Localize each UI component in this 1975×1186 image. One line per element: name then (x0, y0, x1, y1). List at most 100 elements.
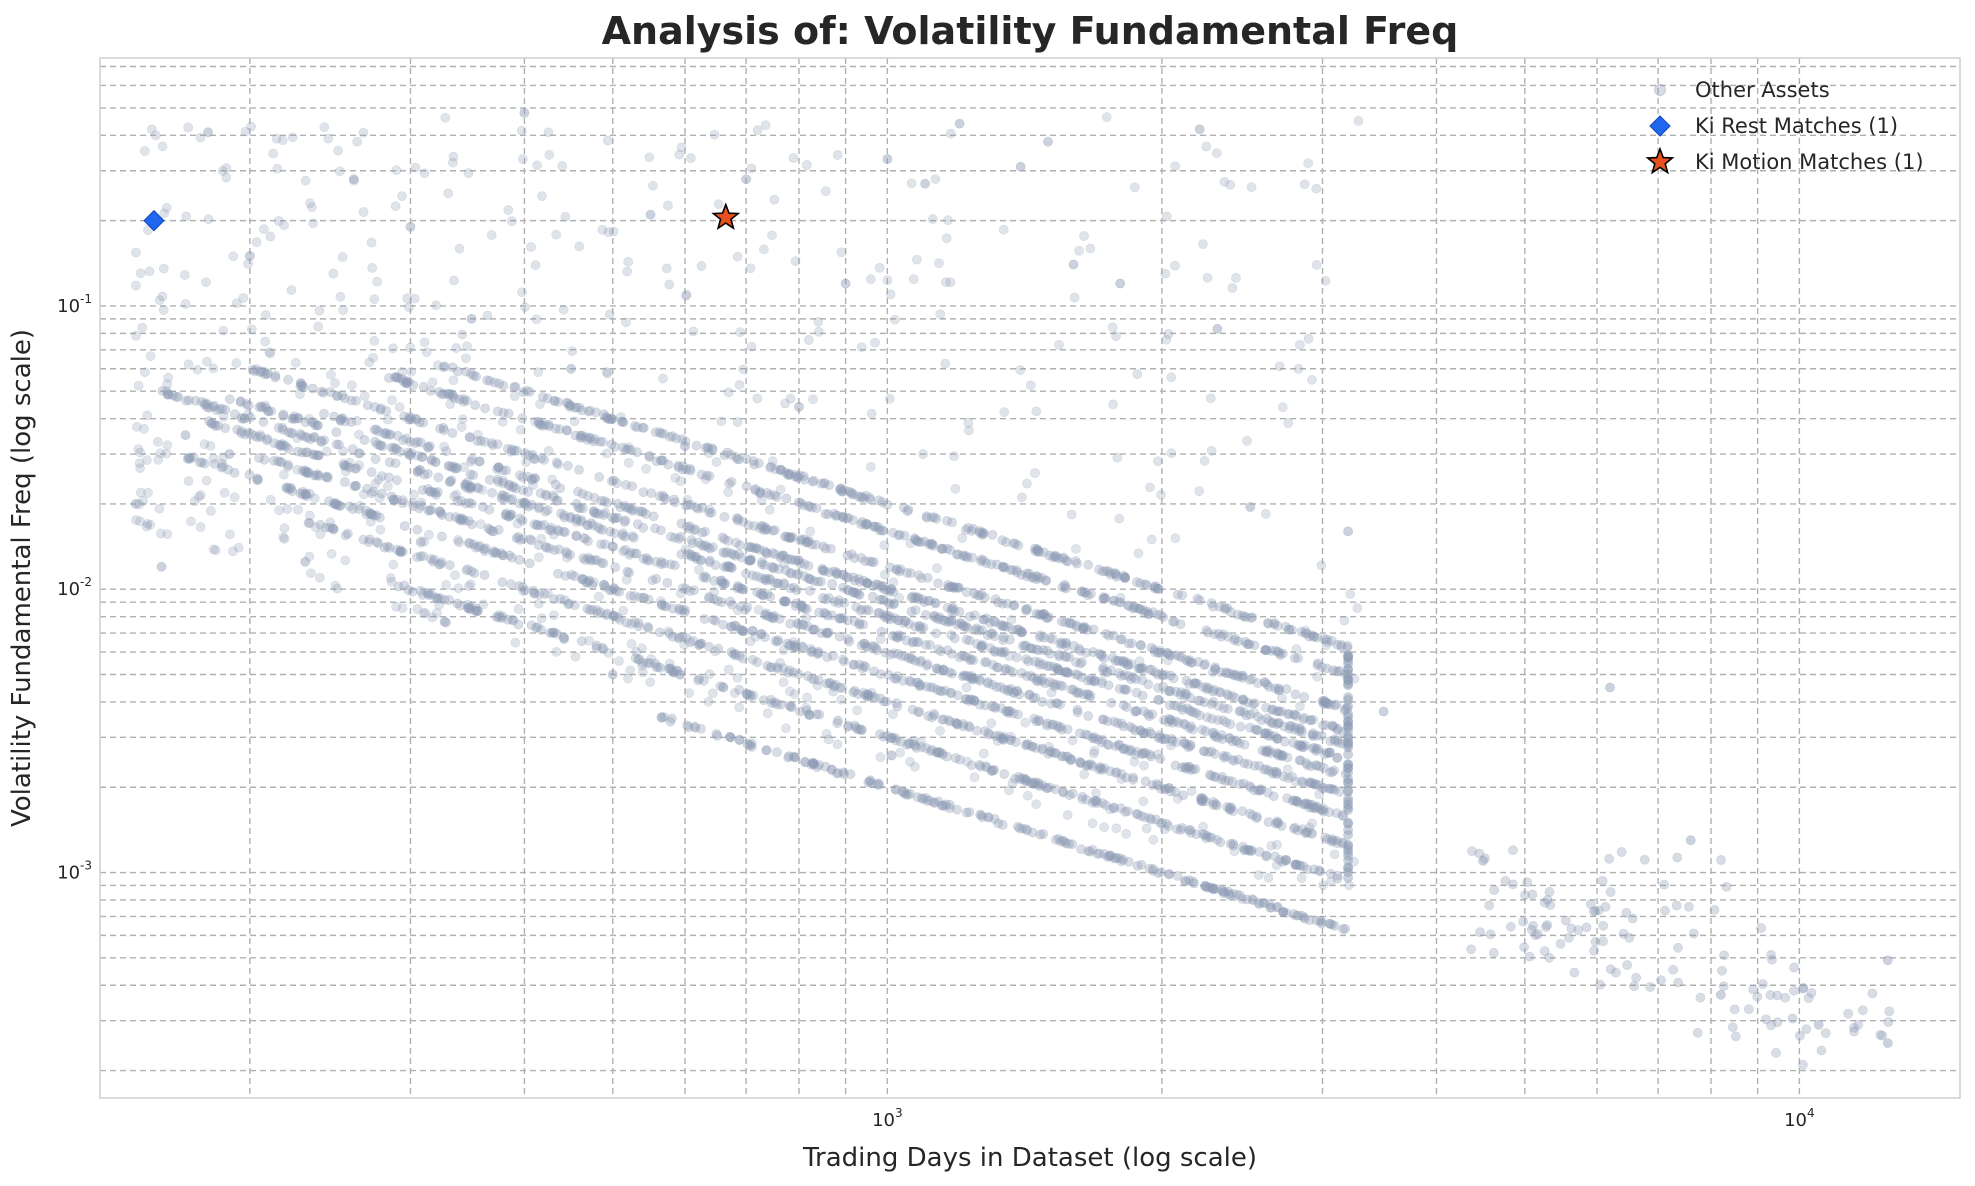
point-other-assets (300, 488, 311, 499)
point-other-assets (524, 558, 535, 569)
point-other-assets (1118, 570, 1129, 581)
point-other-assets (1032, 676, 1043, 687)
point-other-assets (975, 761, 986, 772)
point-other-assets (559, 634, 570, 645)
point-other-assets (1219, 753, 1230, 763)
point-other-assets (591, 640, 602, 651)
point-other-assets (622, 566, 633, 577)
point-other-assets (960, 694, 971, 705)
point-other-assets (484, 504, 495, 515)
point-other-assets (937, 748, 948, 759)
point-other-assets (531, 314, 542, 325)
point-other-assets (458, 462, 469, 473)
point-other-assets (292, 464, 303, 475)
point-other-assets (527, 449, 538, 460)
point-other-assets (998, 734, 1008, 745)
point-other-assets (644, 152, 655, 163)
point-other-assets (431, 300, 441, 311)
point-other-assets (807, 646, 818, 657)
point-other-assets (577, 573, 588, 584)
point-other-assets (386, 491, 397, 502)
point-other-assets (564, 598, 575, 609)
point-other-assets (601, 448, 612, 459)
point-other-assets (1188, 876, 1198, 887)
point-other-assets (1027, 827, 1038, 838)
point-other-assets (1242, 435, 1252, 446)
point-other-assets (864, 492, 875, 503)
point-other-assets (643, 623, 654, 634)
point-other-assets (1321, 640, 1332, 650)
point-other-assets (859, 638, 870, 649)
point-other-assets (709, 594, 719, 605)
point-other-assets (680, 441, 690, 451)
point-other-assets (689, 585, 700, 596)
point-other-assets (462, 564, 473, 574)
point-other-assets (1064, 790, 1075, 800)
point-other-assets (1280, 855, 1290, 865)
point-other-assets (781, 493, 792, 504)
point-other-assets (1318, 806, 1329, 817)
point-other-assets (1645, 982, 1656, 992)
point-other-assets (1260, 509, 1271, 519)
point-other-assets (436, 557, 447, 568)
point-other-assets (269, 455, 279, 466)
point-other-assets (1013, 540, 1024, 551)
point-other-assets (1097, 566, 1108, 577)
point-other-assets (853, 689, 863, 699)
point-other-assets (395, 547, 406, 557)
point-other-assets (1140, 748, 1151, 759)
point-other-assets (894, 592, 905, 603)
point-other-assets (1208, 884, 1219, 895)
point-other-assets (1017, 773, 1028, 784)
point-other-assets (1277, 751, 1288, 762)
point-other-assets (773, 635, 784, 645)
point-other-assets (274, 505, 285, 516)
point-other-assets (734, 684, 745, 695)
point-other-assets (375, 440, 386, 451)
point-other-assets (748, 654, 758, 665)
point-other-assets (853, 589, 864, 600)
point-other-assets (338, 305, 349, 316)
point-other-assets (423, 588, 434, 599)
point-other-assets (1320, 832, 1331, 843)
point-other-assets (410, 162, 421, 173)
point-other-assets (466, 519, 477, 530)
point-other-assets (182, 453, 193, 464)
point-other-assets (1037, 697, 1048, 707)
point-other-assets (1169, 700, 1179, 711)
point-other-assets (802, 692, 812, 703)
point-other-assets (659, 601, 669, 611)
point-other-assets (736, 584, 747, 594)
point-other-assets (203, 214, 214, 224)
point-other-assets (944, 803, 955, 814)
point-other-assets (999, 407, 1010, 417)
point-other-assets (900, 651, 911, 662)
point-other-assets (690, 722, 701, 733)
point-other-assets (1119, 743, 1130, 754)
point-other-assets (1088, 647, 1099, 657)
point-other-assets (812, 649, 823, 659)
point-other-assets (1031, 743, 1041, 753)
point-other-assets (1261, 764, 1272, 775)
point-other-assets (1042, 718, 1053, 729)
point-other-assets (954, 118, 965, 129)
point-other-assets (1021, 775, 1031, 785)
point-other-assets (427, 377, 438, 388)
point-other-assets (896, 651, 907, 661)
point-other-assets (545, 627, 555, 638)
point-other-assets (1253, 785, 1264, 796)
point-other-assets (997, 535, 1008, 545)
point-other-assets (1310, 779, 1321, 789)
point-other-assets (801, 613, 812, 623)
point-other-assets (395, 545, 406, 556)
point-other-assets (734, 379, 745, 390)
point-other-assets (503, 205, 514, 215)
point-other-assets (758, 590, 768, 601)
point-other-assets (863, 689, 873, 700)
point-other-assets (1008, 667, 1018, 678)
point-other-assets (1165, 786, 1176, 797)
point-other-assets (957, 533, 968, 543)
point-other-assets (734, 735, 745, 745)
point-other-assets (1311, 746, 1322, 756)
